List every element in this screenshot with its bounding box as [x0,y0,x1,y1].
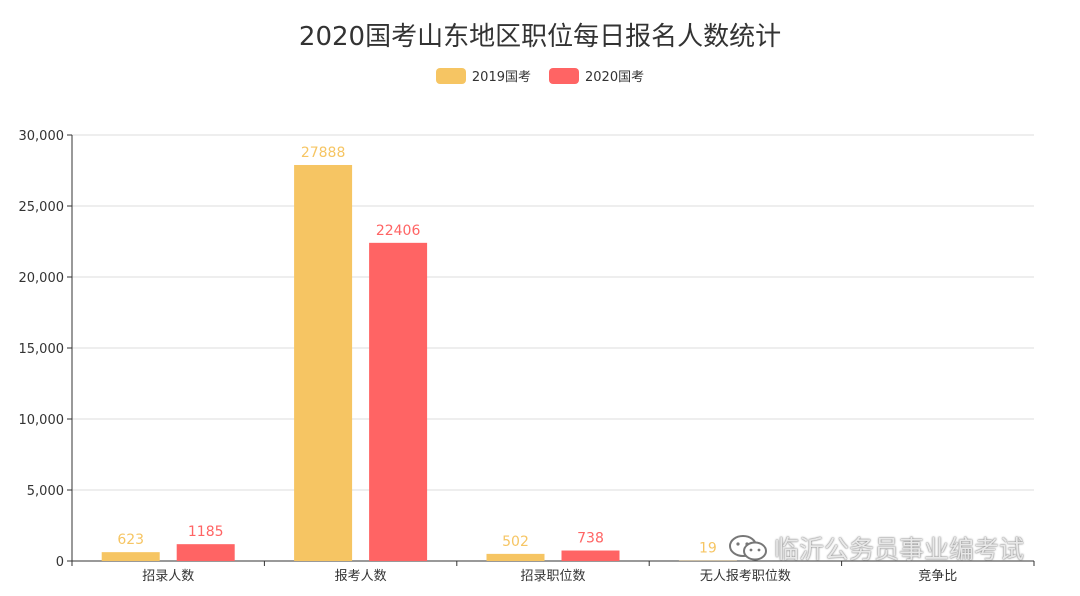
legend-item-2020[interactable]: 2020国考 [549,66,644,85]
legend-label-2019: 2019国考 [471,70,531,85]
wechat-icon [729,535,767,561]
data-label: 502 [502,534,529,550]
bar [561,550,620,561]
legend-item-2019[interactable]: 2019国考 [435,66,531,85]
legend-swatch-2019 [435,67,466,84]
y-tick-label: 15,000 [19,342,65,357]
data-label: 1185 [188,524,224,540]
x-tick-label: 招录人数 [142,569,194,584]
data-label: 19 [699,541,717,557]
legend: 2019国考 2020国考 [0,66,1080,85]
bar [176,544,235,561]
legend-label-2020: 2020国考 [585,70,645,85]
y-tick-label: 10,000 [19,413,65,428]
y-tick-label: 25,000 [19,200,65,215]
watermark-text: 临沂公务员事业编考试 [774,535,1025,564]
y-tick-label: 0 [56,555,64,570]
data-label: 623 [117,532,144,548]
data-label: 22406 [376,223,421,239]
x-tick-label: 竞争比 [918,568,957,584]
bar [294,164,353,561]
bar [369,242,428,562]
data-label: 738 [577,531,604,547]
x-tick-label: 无人报考职位数 [700,569,791,584]
legend-swatch-2020 [549,67,579,84]
y-tick-label: 5,000 [27,484,64,499]
y-tick-label: 20,000 [19,271,65,286]
x-tick-label: 招录职位数 [520,569,585,584]
y-tick-label: 30,000 [19,129,65,144]
bar [101,552,160,561]
watermark: 临沂公务员事业编考试 [728,530,1024,566]
bar [486,553,545,561]
chart-title: 2020国考山东地区职位每日报名人数统计 [298,22,782,52]
x-tick-label: 报考人数 [335,569,387,584]
data-label: 27888 [301,145,346,161]
